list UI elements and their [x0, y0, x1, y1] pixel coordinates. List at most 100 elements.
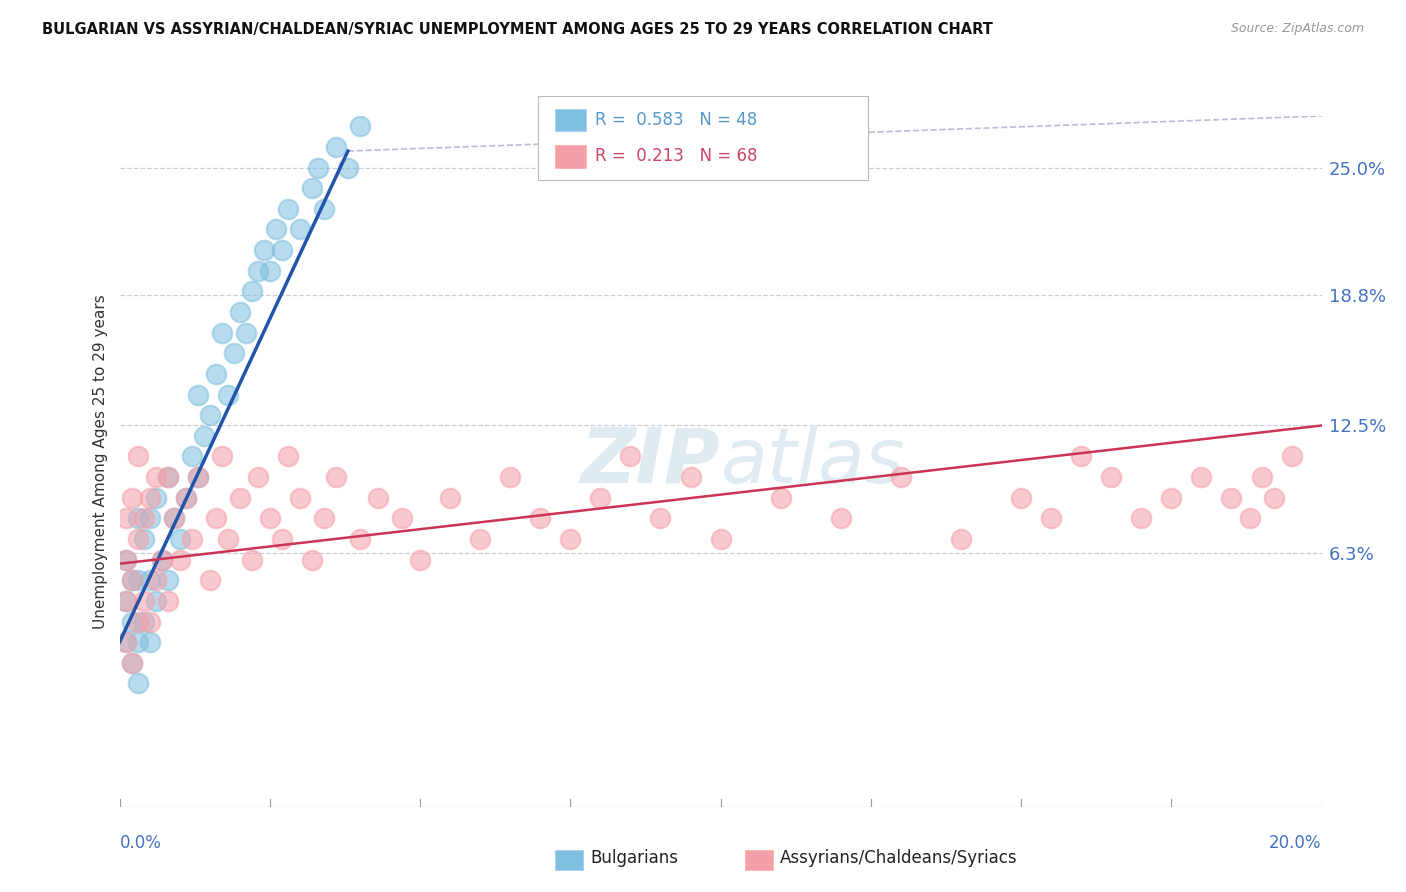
Point: [121, 491, 143, 505]
Point: [114, 511, 136, 525]
Point: [132, 511, 155, 525]
Point: [301, 552, 323, 566]
Point: [145, 594, 167, 608]
Point: [312, 202, 335, 216]
Point: [336, 161, 359, 175]
Point: [127, 574, 149, 588]
Point: [1010, 491, 1032, 505]
Point: [132, 594, 155, 608]
Point: [1263, 491, 1285, 505]
Point: [619, 450, 641, 464]
Point: [156, 574, 179, 588]
Point: [325, 470, 347, 484]
Text: 20.0%: 20.0%: [1270, 834, 1322, 852]
Point: [169, 532, 191, 546]
Point: [127, 450, 149, 464]
Point: [174, 491, 197, 505]
Point: [150, 552, 173, 566]
Point: [121, 574, 143, 588]
Point: [174, 491, 197, 505]
Point: [259, 264, 281, 278]
Point: [228, 305, 252, 319]
Point: [650, 511, 672, 525]
Point: [499, 470, 522, 484]
Point: [150, 552, 173, 566]
Text: 0.0%: 0.0%: [120, 834, 162, 852]
Y-axis label: Unemployment Among Ages 25 to 29 years: Unemployment Among Ages 25 to 29 years: [93, 294, 108, 629]
Point: [114, 594, 136, 608]
Point: [890, 470, 912, 484]
Point: [270, 243, 292, 257]
Point: [138, 574, 160, 588]
Point: [560, 532, 582, 546]
Point: [211, 326, 233, 340]
Point: [187, 470, 209, 484]
Point: [1250, 470, 1272, 484]
Point: [187, 470, 209, 484]
Point: [114, 635, 136, 649]
Point: [114, 552, 136, 566]
Point: [193, 429, 215, 443]
Point: [127, 635, 149, 649]
Point: [114, 594, 136, 608]
Point: [156, 470, 179, 484]
Point: [145, 574, 167, 588]
Point: [709, 532, 731, 546]
Point: [187, 387, 209, 401]
Point: [529, 511, 551, 525]
Point: [830, 511, 852, 525]
Point: [127, 676, 149, 690]
Point: [132, 615, 155, 629]
Point: [277, 450, 299, 464]
Point: [1239, 511, 1261, 525]
Point: [349, 532, 371, 546]
Point: [127, 511, 149, 525]
Point: [769, 491, 792, 505]
Point: [204, 367, 226, 381]
Point: [325, 140, 347, 154]
Point: [121, 656, 143, 670]
Point: [127, 615, 149, 629]
Point: [204, 511, 226, 525]
Point: [1189, 470, 1212, 484]
Point: [468, 532, 492, 546]
Point: [253, 243, 276, 257]
Point: [1130, 511, 1153, 525]
Point: [235, 326, 257, 340]
Point: [367, 491, 389, 505]
Point: [240, 285, 263, 299]
Point: [391, 511, 413, 525]
Point: [349, 120, 371, 134]
Point: [114, 552, 136, 566]
Point: [138, 511, 160, 525]
Point: [138, 491, 160, 505]
Point: [1160, 491, 1182, 505]
Text: Bulgarians: Bulgarians: [591, 849, 679, 867]
Text: R =  0.213   N = 68: R = 0.213 N = 68: [595, 147, 758, 165]
Point: [246, 470, 269, 484]
Point: [439, 491, 461, 505]
Point: [246, 264, 269, 278]
Point: [1040, 511, 1063, 525]
Point: [277, 202, 299, 216]
Point: [156, 470, 179, 484]
Text: Source: ZipAtlas.com: Source: ZipAtlas.com: [1230, 22, 1364, 36]
Text: atlas: atlas: [720, 425, 905, 499]
Point: [409, 552, 432, 566]
Point: [1070, 450, 1092, 464]
Point: [1281, 450, 1303, 464]
Point: [312, 511, 335, 525]
Point: [307, 161, 329, 175]
Point: [121, 615, 143, 629]
Text: ZIP: ZIP: [581, 425, 720, 499]
Point: [301, 181, 323, 195]
Point: [1099, 470, 1122, 484]
Point: [169, 552, 191, 566]
Point: [950, 532, 973, 546]
Point: [228, 491, 252, 505]
Point: [156, 594, 179, 608]
Point: [222, 346, 245, 360]
Point: [180, 532, 202, 546]
Point: [145, 470, 167, 484]
Text: R =  0.583   N = 48: R = 0.583 N = 48: [595, 112, 756, 129]
